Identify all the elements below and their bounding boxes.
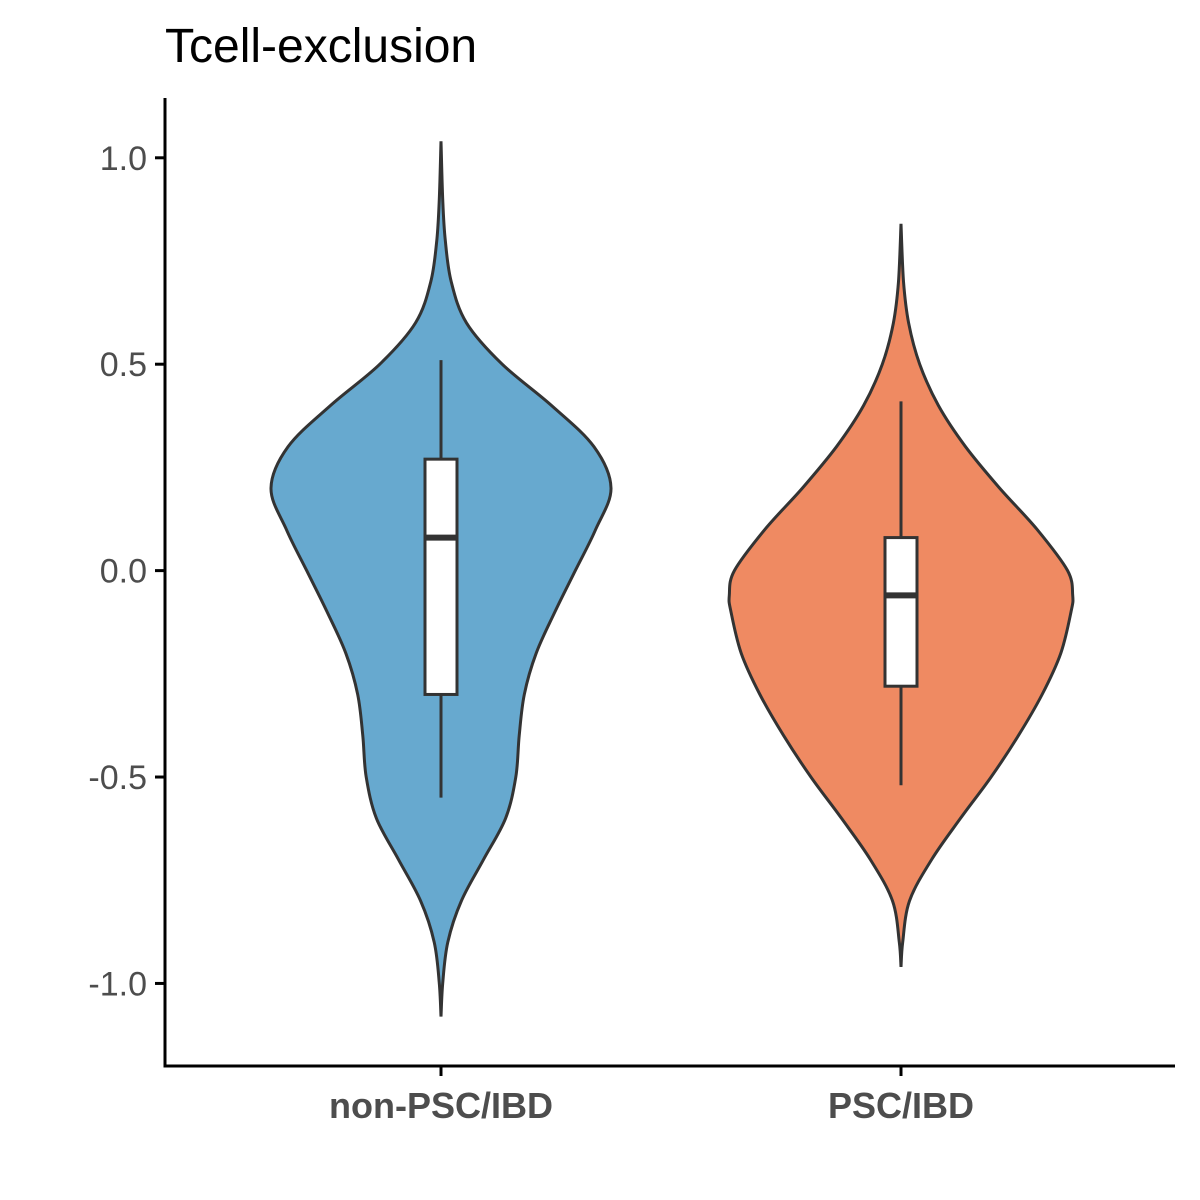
y-tick-label: 1.0 xyxy=(100,140,147,178)
box-iqr xyxy=(423,457,459,696)
x-axis-ticks: non-PSC/IBD PSC/IBD xyxy=(329,1066,974,1126)
boxplots-layer xyxy=(423,360,919,798)
x-tick-label: PSC/IBD xyxy=(828,1085,974,1126)
x-tick-label: non-PSC/IBD xyxy=(329,1085,553,1126)
y-axis-ticks: 1.0 0.5 0.0 -0.5 -1.0 xyxy=(88,140,165,1003)
box-iqr xyxy=(883,536,919,688)
y-tick-label: 0.5 xyxy=(100,346,147,384)
y-tick-label: 0.0 xyxy=(100,553,147,591)
violins-layer xyxy=(269,141,1075,1017)
y-tick-label: -1.0 xyxy=(88,965,147,1003)
y-tick-label: -0.5 xyxy=(88,759,147,797)
chart-title: Tcell-exclusion xyxy=(165,20,477,73)
